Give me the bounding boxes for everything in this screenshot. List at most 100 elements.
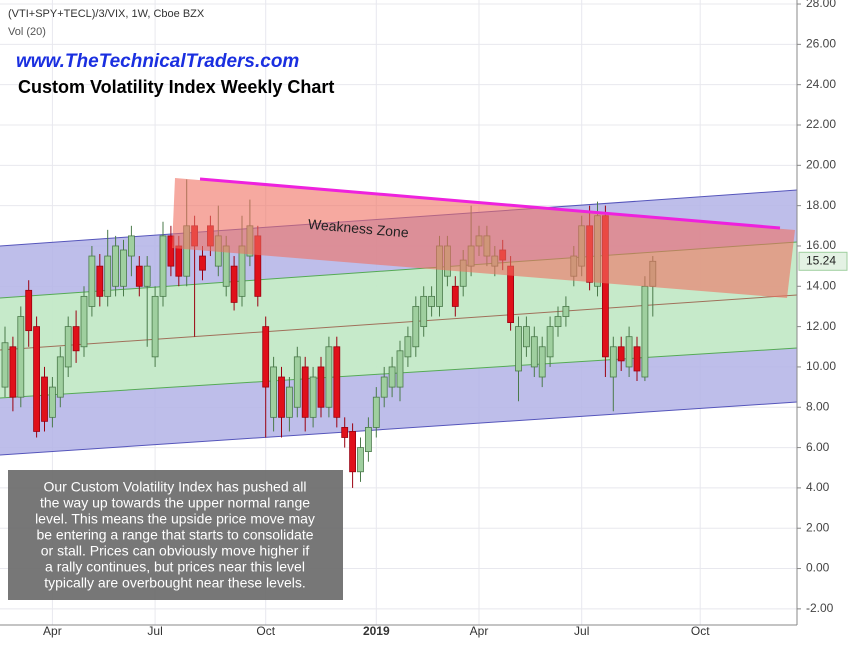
candle-body: [380, 376, 388, 398]
candle-body: [49, 386, 56, 418]
candle-body: [420, 295, 428, 328]
channel-bottom: [0, 401, 798, 456]
candle-body: [641, 285, 649, 378]
candle-body: [135, 265, 143, 287]
candle-body: [562, 306, 570, 317]
x-tick-label: Oct: [256, 624, 275, 638]
candle-body: [428, 295, 436, 307]
note-line: Our Custom Volatility Index has pushed a…: [43, 479, 306, 495]
candle-body: [357, 447, 364, 473]
candle-body: [325, 346, 333, 408]
y-tick-label: 10.00: [806, 359, 836, 373]
y-tick-label: 22.00: [806, 117, 836, 131]
y-tick-label: 18.00: [806, 198, 836, 212]
candle-body: [333, 346, 341, 418]
x-tick-label: Apr: [43, 624, 62, 638]
y-tick-label: 24.00: [806, 77, 836, 91]
candle-body: [317, 366, 325, 408]
y-tick-label: 16.00: [806, 238, 836, 252]
candle-body: [412, 306, 420, 348]
candle-body: [530, 336, 538, 368]
note-line: a rally continues, but prices near this …: [45, 559, 305, 575]
y-tick-label: 26.00: [806, 37, 836, 51]
x-tick-label: Jul: [574, 624, 589, 638]
candle-body: [309, 376, 317, 418]
y-tick-label: 28.00: [806, 0, 836, 10]
price-tag-bg: [798, 251, 848, 271]
candle-body: [625, 336, 633, 368]
candle-body: [230, 265, 238, 303]
candle-body: [293, 356, 301, 408]
candle-body: [120, 249, 127, 287]
candle-body: [388, 366, 396, 388]
candle-body: [143, 265, 151, 287]
weakness-zone: [172, 178, 795, 298]
candle-body: [175, 245, 183, 277]
y-tick-label: -2.00: [806, 601, 834, 615]
candle-body: [151, 295, 159, 358]
candle-body: [9, 346, 17, 398]
y-tick-label: 4.00: [806, 480, 830, 494]
trend-line: [199, 177, 781, 230]
note-line: typically are overbought near these leve…: [44, 575, 305, 591]
candle-body: [404, 336, 412, 358]
candle-body: [372, 396, 380, 428]
x-tick-label: Jul: [147, 624, 162, 638]
candle-body: [515, 326, 522, 372]
candle-body: [538, 346, 546, 378]
candle-body: [88, 255, 96, 307]
candle-body: [127, 235, 135, 257]
candle-body: [159, 235, 167, 297]
candle-body: [523, 326, 530, 348]
volume-label: Vol (20): [8, 26, 46, 38]
channel-mid: [0, 294, 798, 351]
candle-body: [451, 285, 459, 307]
x-tick-label: 2019: [363, 624, 390, 638]
chart-title: Custom Volatility Index Weekly Chart: [18, 77, 334, 97]
candle-body: [112, 245, 119, 287]
candle-body: [167, 235, 175, 267]
y-axis-area: [797, 0, 850, 643]
candle-body: [33, 326, 40, 432]
candle-body: [285, 386, 293, 418]
y-tick-label: 8.00: [806, 399, 830, 413]
candle-body: [56, 356, 64, 398]
candle-body: [349, 431, 357, 473]
candle-body: [554, 316, 562, 328]
axes: 28.00 26.00 24.00 22.00 20.00 18.00 16.00 14.00…: [43, 0, 848, 638]
candle-body: [199, 255, 206, 271]
note-box: [8, 470, 343, 600]
header: (VTI+SPY+TECL)/3/VIX, 1W, Cboe BZX: [8, 8, 205, 20]
note-line: or stall. Prices can obviously move high…: [41, 543, 310, 559]
candle-body: [617, 346, 625, 362]
candle-body: [546, 326, 554, 358]
y-tick-label: 20.00: [806, 157, 836, 171]
y-tick-label: 0.00: [806, 561, 830, 575]
x-axis-area: [0, 625, 850, 643]
candle-body: [41, 376, 48, 422]
candle-body: [301, 366, 309, 418]
note-line: be entering a range that starts to conso…: [36, 527, 313, 543]
x-tick-label: Apr: [470, 624, 489, 638]
candle-body: [341, 427, 349, 438]
y-tick-label: 2.00: [806, 520, 830, 534]
candle-body: [633, 346, 641, 372]
candle-body: [364, 427, 372, 453]
candle-body: [278, 376, 285, 418]
candle-body: [104, 255, 112, 297]
note-line: level. This means the upside price move …: [35, 511, 315, 527]
y-tick-label: 12.00: [806, 319, 836, 333]
candle-body: [25, 289, 33, 332]
candle-body: [17, 316, 25, 398]
candle-body: [72, 326, 80, 352]
candle-body: [64, 326, 72, 368]
candle-body: [1, 342, 9, 388]
note: Our Custom Volatility Index has pushed a…: [35, 479, 315, 591]
candle-body: [270, 366, 278, 418]
y-tick-label: 14.00: [806, 278, 836, 292]
candle-body: [96, 265, 104, 297]
candle-body: [609, 346, 617, 378]
candle-body: [80, 295, 88, 348]
website: www.TheTechnicalTraders.com: [16, 51, 299, 72]
